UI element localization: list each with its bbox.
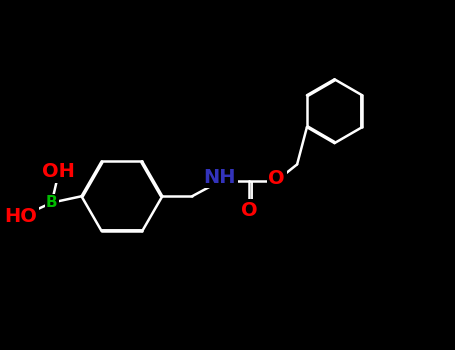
Text: O: O	[241, 201, 258, 220]
Text: B: B	[46, 195, 57, 210]
Text: NH: NH	[203, 168, 236, 187]
Text: HO: HO	[4, 207, 37, 226]
Text: O: O	[268, 169, 285, 188]
Text: OH: OH	[42, 162, 75, 181]
